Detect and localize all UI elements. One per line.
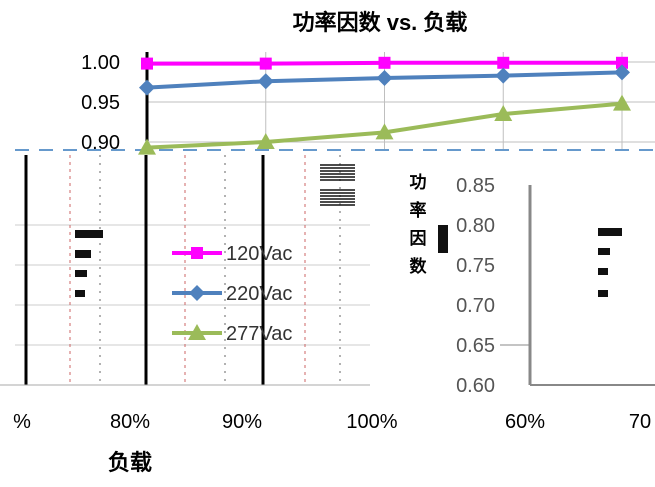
legend-entry-220Vac: 220Vac <box>172 283 292 305</box>
x-tick-label: 90% <box>222 411 262 433</box>
data-point-220Vac <box>257 73 274 90</box>
grid-layer <box>146 52 655 150</box>
data-point-120Vac <box>616 56 628 69</box>
legend-label: 120Vac <box>226 243 292 265</box>
data-point-277Vac <box>613 94 631 111</box>
glitch-overlay <box>0 149 655 386</box>
glitch-block <box>75 250 91 258</box>
legend-label: 220Vac <box>226 283 292 305</box>
data-point-220Vac <box>495 67 512 84</box>
y-tick-label: 0.60 <box>456 375 495 397</box>
data-point-220Vac <box>614 64 630 81</box>
y-tick-label: 0.65 <box>456 335 495 357</box>
data-point-220Vac <box>139 79 155 96</box>
x-tick-label: 80% <box>110 411 150 433</box>
y-axis-label-char: 数 <box>410 256 428 276</box>
data-point-277Vac <box>375 123 394 140</box>
x-tick-label: % <box>13 411 31 433</box>
glitch-block <box>75 230 103 238</box>
data-point-277Vac <box>494 105 513 121</box>
y-tick-label: 0.75 <box>456 255 495 277</box>
x-tick-label: 70 <box>629 411 651 433</box>
y-tick-labels: 1.00 0.95 0.90 0.85 0.80 0.75 0.70 0.65 0.60 <box>81 52 495 397</box>
data-point-277Vac <box>256 133 275 149</box>
y-axis-label-char: 率 <box>410 200 427 220</box>
legend: 120Vac 220Vac 277Vac <box>172 243 292 345</box>
y-tick-label: 0.70 <box>456 295 495 317</box>
y-tick-label: 0.80 <box>456 215 495 237</box>
glitch-block <box>75 290 85 297</box>
chart-title: 功率因数 vs. 负载 <box>293 10 468 35</box>
legend-marker <box>189 285 205 301</box>
data-point-220Vac <box>376 70 393 86</box>
data-point-120Vac <box>497 56 510 69</box>
glitch-block <box>75 270 87 277</box>
x-axis-label: 负载 <box>108 450 152 475</box>
legend-marker <box>191 247 203 259</box>
x-tick-labels: % 80% 90% 100% 60% 70 <box>13 411 651 433</box>
glitch-block <box>598 290 608 297</box>
y-axis-label: 功率因数 <box>410 173 428 276</box>
glitch-block <box>438 225 448 253</box>
glitch-block <box>598 268 608 275</box>
legend-marker <box>188 324 206 340</box>
glitch-block <box>598 248 610 255</box>
y-axis-label-char: 功 <box>410 173 427 192</box>
x-tick-label: 60% <box>505 411 545 433</box>
x-tick-label: 100% <box>346 411 397 433</box>
y-tick-label: 1.00 <box>81 52 120 74</box>
legend-entry-277Vac: 277Vac <box>172 323 292 345</box>
legend-entry-120Vac: 120Vac <box>172 243 292 265</box>
data-point-120Vac <box>141 57 153 70</box>
y-axis-label-char: 因 <box>410 229 427 248</box>
data-point-120Vac <box>259 57 272 70</box>
y-tick-label: 0.95 <box>81 92 120 114</box>
data-point-120Vac <box>378 56 391 69</box>
data-point-277Vac <box>138 138 156 155</box>
y-tick-label: 0.90 <box>81 132 120 154</box>
series-layer <box>138 56 631 155</box>
glitch-block <box>598 228 622 236</box>
legend-label: 277Vac <box>226 323 292 345</box>
y-tick-label: 0.85 <box>456 175 495 197</box>
